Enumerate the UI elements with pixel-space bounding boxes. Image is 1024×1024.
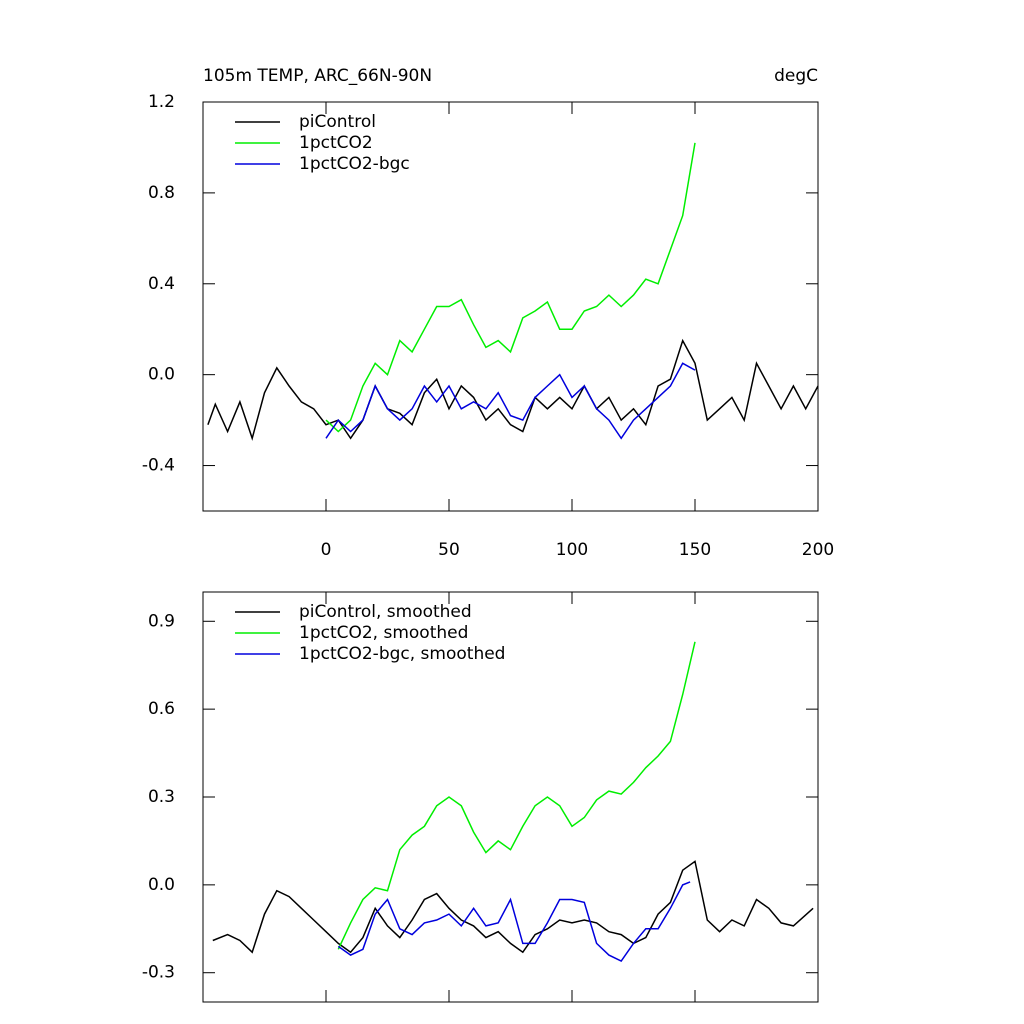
- x-tick-label: 0: [321, 540, 332, 560]
- legend-label: piControl: [299, 112, 376, 132]
- y-tick-label: 0.3: [148, 787, 175, 807]
- units-label: degC: [774, 66, 818, 86]
- x-tick-label: 150: [679, 540, 711, 560]
- x-tick-label: 100: [556, 540, 588, 560]
- y-tick-label: 1.2: [148, 92, 175, 112]
- y-tick-label: 0.0: [148, 365, 175, 385]
- legend-label: 1pctCO2, smoothed: [299, 623, 468, 643]
- y-tick-label: 0.6: [148, 699, 175, 719]
- legend-label: piControl, smoothed: [299, 602, 472, 622]
- y-tick-label: 0.9: [148, 611, 175, 631]
- chart-title: 105m TEMP, ARC_66N-90N: [203, 66, 432, 86]
- series-line: [212, 860, 814, 954]
- series-line: [207, 338, 819, 441]
- plot-frame: [202, 591, 819, 1003]
- legend-label: 1pctCO2-bgc: [299, 154, 410, 174]
- series-line: [337, 881, 691, 962]
- legend-label: 1pctCO2: [299, 133, 373, 153]
- y-tick-label: 0.0: [148, 875, 175, 895]
- series-line: [325, 142, 696, 433]
- series-line: [337, 641, 696, 950]
- y-tick-label: -0.4: [142, 456, 175, 476]
- x-tick-label: 50: [438, 540, 460, 560]
- legend-label: 1pctCO2-bgc, smoothed: [299, 644, 505, 664]
- series-line: [325, 362, 696, 440]
- y-tick-label: 0.4: [148, 274, 175, 294]
- y-tick-label: 0.8: [148, 183, 175, 203]
- x-tick-label: 200: [802, 540, 834, 560]
- y-tick-label: -0.3: [142, 963, 175, 983]
- plot-frame: [202, 101, 819, 512]
